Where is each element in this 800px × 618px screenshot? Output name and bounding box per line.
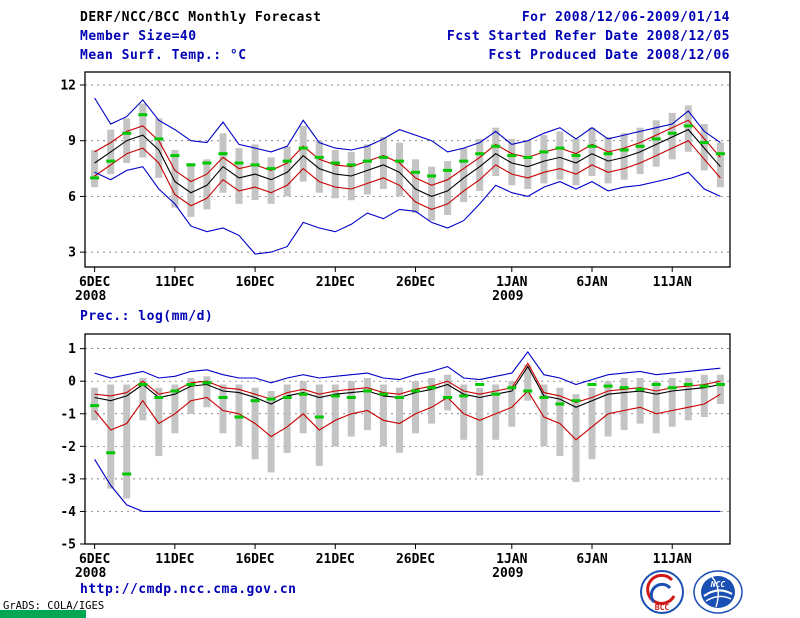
- svg-text:16DEC: 16DEC: [236, 552, 275, 567]
- svg-text:1JAN: 1JAN: [496, 552, 527, 567]
- green-footer-bar: [0, 610, 86, 618]
- svg-text:1: 1: [68, 342, 76, 357]
- svg-text:2009: 2009: [492, 566, 523, 580]
- svg-text:21DEC: 21DEC: [316, 275, 355, 290]
- svg-text:-4: -4: [60, 505, 76, 520]
- svg-text:11JAN: 11JAN: [653, 275, 692, 290]
- svg-text:26DEC: 26DEC: [396, 275, 435, 290]
- svg-text:9: 9: [68, 134, 76, 149]
- svg-text:-3: -3: [60, 472, 76, 487]
- svg-text:0: 0: [68, 375, 76, 390]
- svg-text:16DEC: 16DEC: [236, 275, 275, 290]
- refer-date-label: Fcst Started Refer Date 2008/12/05: [446, 29, 730, 44]
- svg-text:26DEC: 26DEC: [396, 552, 435, 567]
- page-title: DERF/NCC/BCC Monthly Forecast: [80, 10, 322, 25]
- svg-text:-1: -1: [60, 407, 76, 422]
- svg-text:11DEC: 11DEC: [155, 275, 194, 290]
- svg-text:6JAN: 6JAN: [576, 275, 607, 290]
- svg-text:6DEC: 6DEC: [79, 275, 110, 290]
- bcc-logo-text: BCC: [655, 603, 670, 612]
- svg-text:11DEC: 11DEC: [155, 552, 194, 567]
- source-url: http://cmdp.ncc.cma.gov.cn: [80, 582, 297, 597]
- ncc-logo-text: NCC: [710, 580, 726, 589]
- forecast-range-label: For 2008/12/06-2009/01/14: [521, 10, 730, 25]
- svg-text:11JAN: 11JAN: [653, 552, 692, 567]
- svg-text:3: 3: [68, 246, 76, 261]
- svg-text:6: 6: [68, 190, 76, 205]
- svg-text:6DEC: 6DEC: [79, 552, 110, 567]
- svg-text:2008: 2008: [75, 566, 106, 580]
- svg-text:-5: -5: [60, 538, 76, 553]
- temp-axis-title: Mean Surf. Temp.: °C: [80, 48, 247, 63]
- bcc-logo: BCC: [640, 570, 684, 614]
- svg-text:2009: 2009: [492, 289, 523, 304]
- ncc-logo: NCC: [693, 570, 743, 614]
- produced-date-label: Fcst Produced Date 2008/12/06: [488, 48, 730, 63]
- svg-text:6JAN: 6JAN: [576, 552, 607, 567]
- grads-credit: GrADS: COLA/IGES: [3, 600, 105, 612]
- svg-text:12: 12: [60, 79, 76, 94]
- svg-text:-2: -2: [60, 440, 76, 455]
- svg-text:2008: 2008: [75, 289, 106, 304]
- svg-text:1JAN: 1JAN: [496, 275, 527, 290]
- svg-text:21DEC: 21DEC: [316, 552, 355, 567]
- prec-axis-title: Prec.: log(mm/d): [80, 309, 214, 324]
- member-size-label: Member Size=40: [80, 29, 197, 44]
